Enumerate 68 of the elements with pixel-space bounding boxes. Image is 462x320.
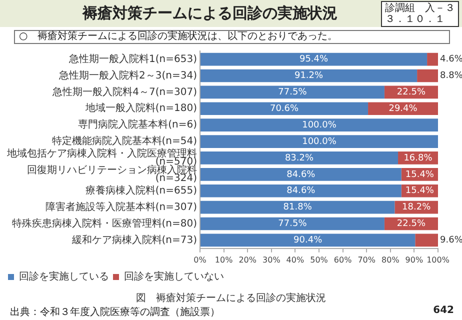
data-label: 100.0%: [302, 136, 337, 147]
data-label: 70.6%: [270, 104, 300, 114]
x-tick-label: 50%: [310, 255, 328, 264]
x-tick-label: 30%: [262, 255, 281, 264]
chart-title: 褥瘡対策チームによる回診の実施状況: [81, 4, 338, 23]
bar: [368, 102, 438, 116]
data-label: 29.4%: [388, 104, 418, 114]
bar: [200, 234, 416, 247]
bar: [200, 69, 418, 82]
data-label: 4.6%: [440, 54, 462, 65]
data-label: 22.5%: [396, 219, 426, 230]
data-label: 9.6%: [440, 236, 462, 246]
data-label: 84.6%: [286, 186, 316, 196]
y-tick-label: 急性期一般入院料4～7(n=307): [52, 86, 198, 98]
chart-subtitle: ○ 褥瘡対策チームによる回診の実施状況は、以下のとおりであった。: [14, 30, 450, 44]
x-tick-label: 60%: [334, 255, 352, 264]
data-label: 100.0%: [302, 120, 337, 130]
bar: [200, 135, 438, 148]
y-tick-label: 障害者施設等入院基本料(n=307): [45, 200, 198, 213]
bar: [200, 184, 402, 198]
x-tick-label: 90%: [405, 255, 424, 264]
source-note: 出典：令和３年度入院医療等の調査（施設票）: [10, 306, 220, 319]
data-label: 81.8%: [283, 202, 312, 213]
bar: [200, 217, 384, 230]
x-tick-label: 40%: [286, 255, 304, 264]
x-tick-label: 100%: [426, 255, 450, 264]
legend-label: 回診を実施していない: [124, 270, 224, 283]
x-tick-label: 10%: [214, 255, 234, 264]
bar: [200, 152, 398, 164]
bar: [427, 52, 438, 66]
y-tick-label: 特殊疾患病棟入院料・医療管理料(n=80): [12, 217, 198, 230]
data-label: 15.4%: [405, 186, 434, 196]
x-tick-label: 80%: [382, 255, 400, 264]
legend-label: 回診を実施している: [19, 270, 109, 283]
data-label: 84.6%: [286, 170, 316, 180]
text: 642: [433, 305, 454, 316]
y-tick-label: 急性期一般入院料1(n=653): [68, 52, 198, 65]
bar: [200, 86, 384, 99]
x-tick-label: 0%: [194, 255, 207, 264]
data-label: 22.5%: [396, 88, 426, 98]
text: 診調組 入－３: [385, 3, 455, 14]
y-tick-label: 急性期一般入院料2～3(n=34): [58, 69, 198, 82]
data-label: 83.2%: [284, 153, 314, 164]
y-tick-label: 専門病院入院基本料(n=6): [78, 118, 198, 131]
text: ３．１０．１: [385, 14, 446, 25]
bar: [417, 69, 438, 82]
bar: [200, 52, 428, 66]
data-label: 95.4%: [299, 54, 329, 65]
bar: [200, 118, 438, 132]
data-label: 8.8%: [440, 71, 462, 82]
bar: [200, 168, 402, 181]
data-label: 77.5%: [278, 219, 308, 230]
bar: [200, 102, 368, 116]
bar: [200, 200, 395, 214]
data-label: 15.4%: [405, 170, 434, 180]
data-label: 91.2%: [294, 71, 324, 82]
y-tick-label: 地域一般入院料(n=180): [84, 102, 198, 114]
y-tick-label: 療養病棟入院料(n=655): [85, 184, 198, 196]
bar: [415, 234, 438, 247]
text: 図 褥瘡対策チームによる回診の実施状況: [135, 292, 327, 305]
x-tick-label: 70%: [358, 255, 376, 264]
y-tick-label: 特定機能病院入院基本料(n=54): [52, 135, 198, 148]
data-label: 90.4%: [294, 236, 323, 246]
y-tick-label: 緩和ケア病棟入院料(n=73): [70, 234, 198, 246]
data-label: 18.2%: [402, 202, 432, 213]
data-label: 77.5%: [278, 88, 308, 98]
data-label: 16.8%: [404, 153, 433, 164]
x-tick-label: 20%: [238, 255, 257, 264]
